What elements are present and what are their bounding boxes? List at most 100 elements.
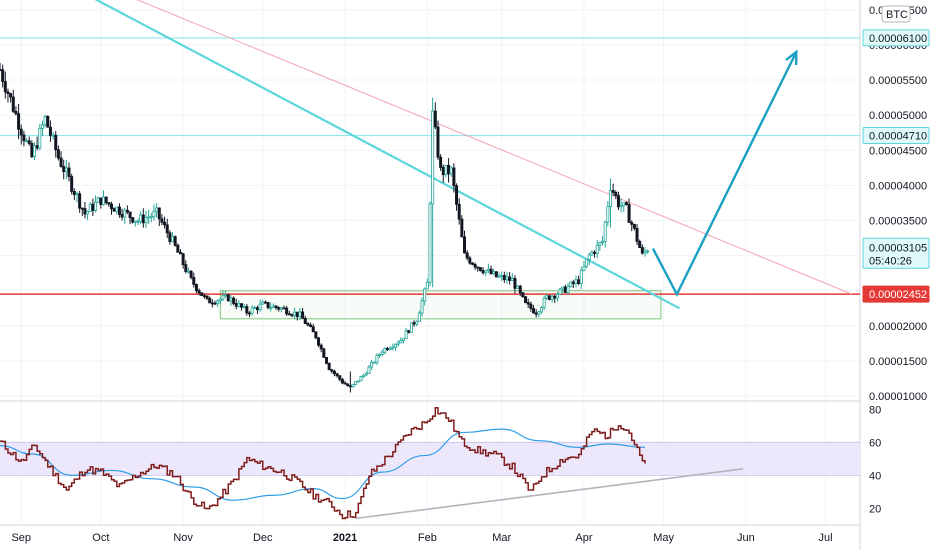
- candle-body: [6, 91, 10, 95]
- candle-body: [213, 302, 217, 305]
- candle-body: [19, 128, 23, 136]
- candle-body: [449, 167, 453, 175]
- time-tick-label: Sep: [11, 532, 31, 544]
- candle-body: [287, 313, 291, 316]
- candle-body: [99, 197, 103, 205]
- candle-body: [117, 206, 121, 215]
- candle-body: [537, 311, 541, 315]
- candle-body: [189, 270, 193, 278]
- candle-body: [324, 357, 328, 364]
- candle-body: [460, 218, 464, 238]
- support-price-value: 0.00002452: [869, 289, 927, 301]
- candle-body: [168, 232, 172, 242]
- trendline-upper-pink: [136, 0, 853, 295]
- candle-body: [25, 140, 29, 143]
- candle-body: [171, 236, 175, 242]
- candle-body: [96, 197, 100, 203]
- candle-body: [282, 307, 286, 310]
- candle-body: [147, 216, 151, 219]
- candle-body: [492, 271, 496, 275]
- candle-body: [54, 134, 58, 151]
- candle-body: [484, 270, 488, 274]
- candle-body: [553, 295, 557, 299]
- candle-body: [155, 207, 159, 212]
- candle-body: [181, 253, 185, 266]
- candle-body: [476, 266, 480, 269]
- candle-body: [611, 190, 615, 193]
- candle-body: [242, 306, 246, 308]
- candle-body: [455, 185, 459, 205]
- candle-body: [574, 279, 578, 285]
- support-price-tag: [862, 285, 930, 303]
- candle-body: [186, 270, 190, 273]
- trendline-cyan-down: [94, 0, 681, 310]
- candle-body: [279, 307, 283, 310]
- candle-body: [224, 294, 228, 297]
- candle-body: [309, 324, 313, 328]
- candle-body: [340, 378, 344, 384]
- candle-body: [43, 115, 47, 126]
- candle-body: [245, 306, 249, 314]
- candle-body: [417, 312, 421, 322]
- candle-body: [375, 355, 379, 363]
- candle-body: [319, 344, 323, 350]
- candle-body: [229, 297, 233, 302]
- candle-body: [452, 167, 456, 187]
- time-tick-label: 2021: [333, 532, 357, 544]
- candle-body: [133, 220, 137, 223]
- candle-body: [606, 206, 610, 223]
- candle-body: [380, 351, 384, 355]
- candle-body: [508, 276, 512, 281]
- candle-body: [192, 277, 196, 285]
- candle-body: [125, 209, 129, 213]
- candle-body: [577, 279, 581, 284]
- candle-body: [354, 381, 358, 385]
- price-tick-label: 0.00003500: [869, 216, 927, 228]
- candle-body: [144, 217, 148, 224]
- candle-body: [128, 211, 132, 218]
- candle-body: [123, 209, 127, 218]
- candle-body: [364, 373, 368, 376]
- candle-body: [529, 303, 533, 309]
- candle-body: [608, 190, 612, 207]
- candle-body: [367, 366, 371, 374]
- candle-body: [301, 311, 305, 319]
- candle-body: [234, 303, 238, 307]
- candle-body: [593, 251, 597, 254]
- candle-body: [139, 214, 143, 222]
- candle-body: [120, 214, 124, 218]
- candle-body: [534, 312, 538, 315]
- candle-body: [176, 244, 180, 253]
- candle-body: [314, 331, 318, 339]
- time-tick-label: Apr: [575, 532, 592, 544]
- candle-body: [107, 202, 111, 205]
- candle-body: [194, 284, 198, 291]
- price-tick-label: 0.00001000: [869, 391, 927, 403]
- candle-body: [585, 259, 589, 267]
- candle-body: [550, 295, 554, 300]
- candle-body: [457, 203, 461, 220]
- candle-body: [399, 340, 403, 344]
- candle-body: [624, 202, 628, 205]
- candle-body: [173, 236, 177, 246]
- candle-body: [383, 348, 387, 353]
- candle-body: [359, 376, 363, 382]
- candle-body: [441, 167, 445, 176]
- oscillator-moving-average: [0, 428, 646, 501]
- candle-body: [494, 271, 498, 278]
- candle-body: [338, 375, 342, 380]
- candle-body: [640, 247, 644, 254]
- candle-body: [516, 285, 520, 289]
- candle-body: [232, 297, 236, 304]
- candle-body: [510, 278, 514, 281]
- currency-badge-label: BTC: [886, 9, 908, 21]
- candle-body: [500, 275, 504, 277]
- candle-body: [327, 362, 331, 371]
- candle-body: [51, 134, 55, 137]
- candle-body: [1, 69, 5, 82]
- price-tick-label: 0.00005500: [869, 75, 927, 87]
- candle-body: [372, 361, 376, 364]
- candle-body: [115, 206, 119, 212]
- current-price-value: 0.00003105: [869, 242, 927, 254]
